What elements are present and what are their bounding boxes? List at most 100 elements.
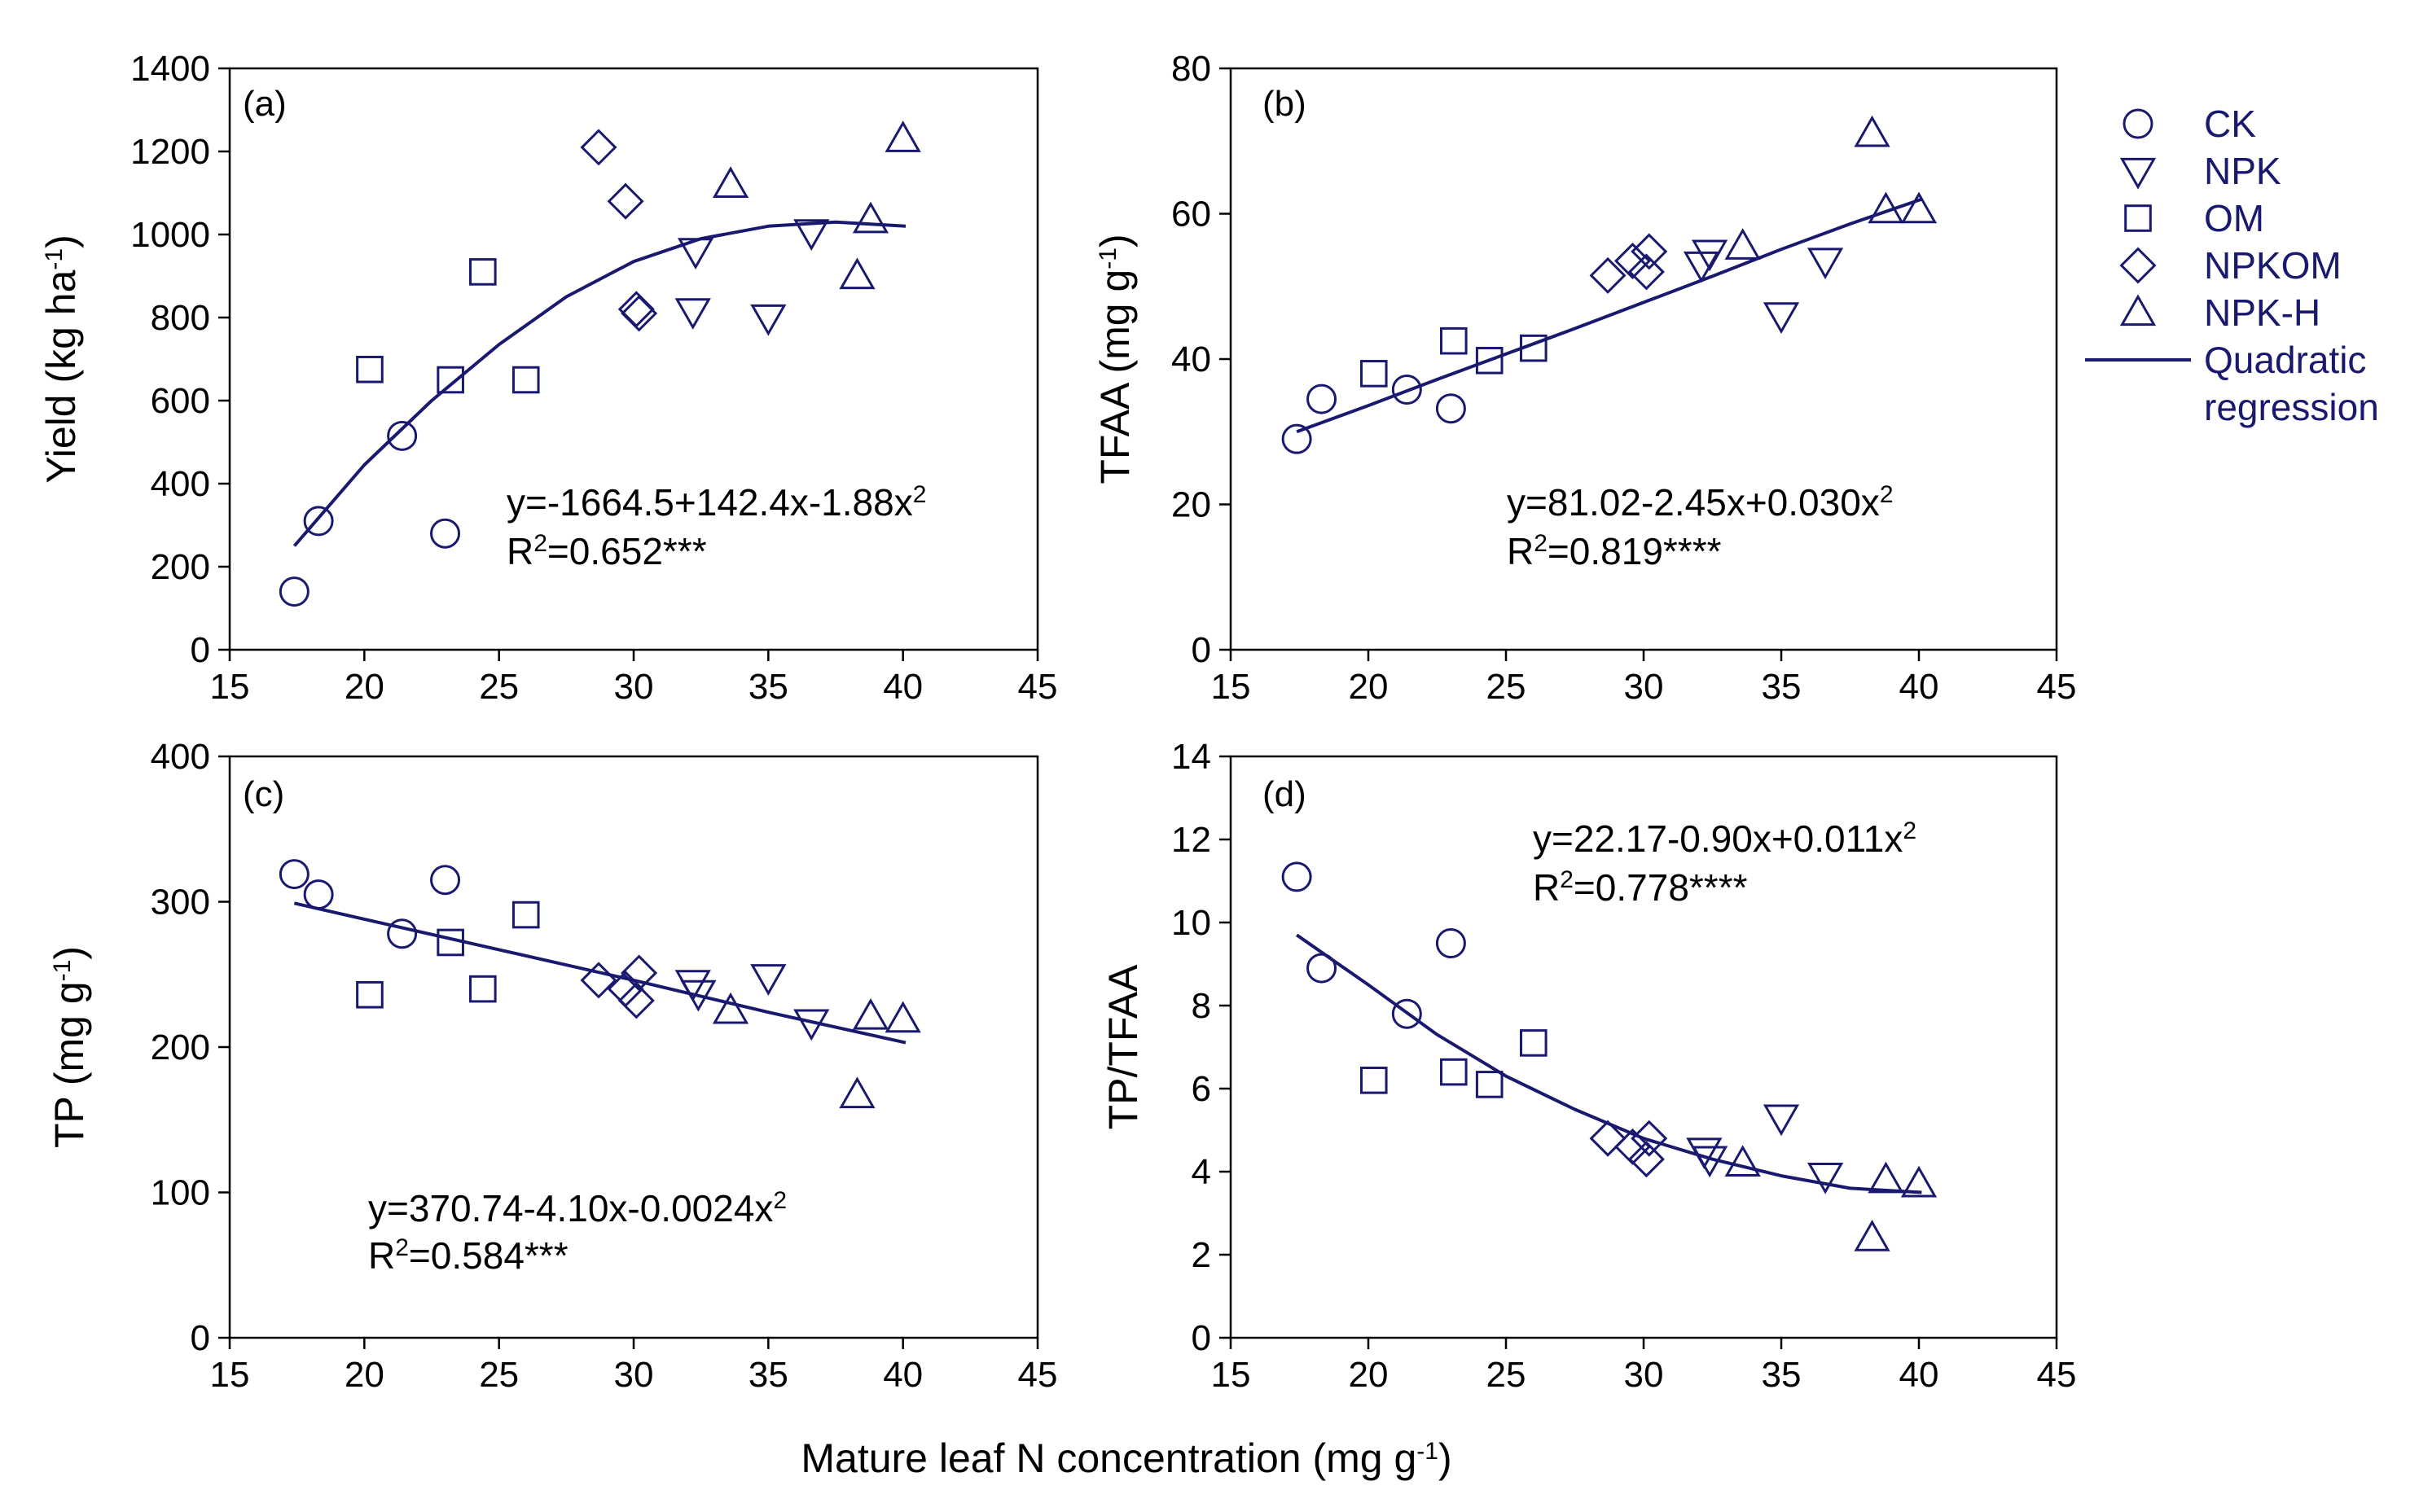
panel-c-ytick-label: 0: [191, 1318, 210, 1358]
panel-b-point-om: [1520, 334, 1548, 362]
panel-d-ytick-label: 8: [1192, 986, 1211, 1026]
panel-d-point-npk: [1691, 1146, 1728, 1178]
panel-c-xtick-label: 15: [210, 1355, 250, 1395]
panel-b-point-npkom: [1613, 242, 1652, 280]
panel-d-xtick-label: 45: [2037, 1355, 2077, 1395]
panel-d-point-npkom: [1627, 1141, 1665, 1178]
panel-a-xtick-label: 25: [479, 667, 519, 707]
panel-b-xtick-label: 15: [1211, 667, 1251, 707]
panel-a-regression-line: [292, 220, 907, 547]
legend-label-npkom: NPKOM: [2204, 244, 2342, 287]
panel-d-ytick-label: 14: [1171, 737, 1211, 777]
panel-a-point-npk-h: [852, 201, 889, 234]
panel-c-point-npk: [793, 1009, 830, 1041]
panel-d-point-npk: [1763, 1104, 1800, 1137]
panel-b-point-npk: [1807, 248, 1844, 280]
panel-a-ticks: 15 20 25 30 35 40 45 0 200 400 600 800 1000 1200 1400: [130, 49, 1057, 707]
panel-a-ytick-label: 400: [151, 464, 210, 504]
panel-c-point-npkom: [580, 962, 617, 999]
panel-a-label: (a): [243, 84, 287, 124]
panel-d-point-npk: [1807, 1162, 1844, 1194]
panel-c-ytick-label: 400: [151, 737, 210, 777]
panel-a-r2: R2=0.652***: [507, 530, 707, 573]
panel-d-point-om: [1359, 1067, 1388, 1094]
panel-a-ytick-label: 200: [151, 547, 210, 587]
panel-a-point-npkom: [607, 182, 644, 220]
panel-b-xtick-label: 30: [1624, 667, 1664, 707]
panel-c-point-npk-h: [852, 997, 889, 1030]
panel-c-point-npk: [680, 980, 717, 1012]
legend-item-ck: CK: [2123, 103, 2256, 145]
panel-d-point-npkom: [1589, 1120, 1627, 1157]
panel-a-ytick-label: 1000: [130, 215, 210, 255]
panel-a-point-npkom: [621, 295, 658, 332]
panel-b-xtick-label: 40: [1899, 667, 1939, 707]
panel-b-point-npk: [1691, 239, 1728, 272]
panel-d-point-ck: [1435, 928, 1466, 958]
panel-b-r2: R2=0.819****: [1507, 530, 1722, 573]
panel-a-point-om: [437, 366, 464, 394]
legend-marker-ck: [2123, 108, 2153, 139]
panel-d-ylabel: TP/TFAA: [1100, 964, 1146, 1129]
panel-d-ytick-label: 2: [1192, 1235, 1211, 1275]
panel-a-point-npk-h: [712, 166, 749, 198]
panel-d-point-om: [1475, 1071, 1504, 1098]
panel-b-point-om: [1359, 360, 1388, 388]
panel-d-point-om: [1520, 1029, 1548, 1057]
panel-b-ticks: 15 20 25 30 35 40 45 0 20 40 60 80: [1171, 49, 2076, 707]
panel-c-frame: [228, 755, 1039, 1339]
legend-label-npk: NPK: [2204, 150, 2281, 192]
legend-symbol-ck: [2123, 108, 2153, 139]
panel-d-label: (d): [1262, 774, 1306, 814]
panel-d-xtick-label: 20: [1349, 1355, 1389, 1395]
panel-c-point-npkom: [621, 954, 658, 992]
panel-c-point-npk-h: [839, 1076, 876, 1109]
panel-b-point-npk-h: [1724, 228, 1761, 260]
panel-a-point-npk: [674, 298, 711, 330]
panel-a-point-om: [469, 258, 497, 286]
panel-d-point-om: [1439, 1058, 1468, 1086]
legend-item-npk: NPK: [2119, 150, 2281, 192]
panel-b-label: (b): [1262, 84, 1306, 124]
panel-b-xtick-label: 45: [2037, 667, 2077, 707]
panel-d-ytick-label: 10: [1171, 903, 1211, 943]
panel-a-ytick-label: 800: [151, 298, 210, 338]
panel-a-point-npk: [677, 238, 714, 270]
legend-label-ck: CK: [2204, 103, 2256, 145]
panel-b-ytick-label: 60: [1171, 195, 1211, 234]
panel-a-xtick-label: 35: [749, 667, 788, 707]
panel-b-xtick-label: 25: [1486, 667, 1526, 707]
legend-item-om: OM: [2124, 197, 2264, 239]
panel-c-point-ck: [387, 918, 418, 949]
panel-c-point-ck: [303, 879, 334, 910]
panel-b-xtick-label: 20: [1349, 667, 1389, 707]
panel-c-xtick-label: 45: [1018, 1355, 1058, 1395]
legend-marker-npk-h: [2119, 294, 2157, 327]
x-axis-title: Mature leaf N concentration (mg g-1): [801, 1435, 1451, 1481]
panel-a-ytick-label: 1200: [130, 132, 210, 172]
panel-a-equation: y=-1664.5+142.4x-1.88x2: [507, 481, 926, 524]
panel-c: (c) TP (mg g-1) y=370.74-4.10x-0.0024x2 …: [46, 737, 1057, 1395]
panel-d: (d) TP/TFAA y=22.17-0.90x+0.011x2 R2=0.7…: [1100, 737, 2076, 1395]
legend-item-quadratic: Quadratic regression: [2085, 339, 2379, 428]
legend-symbol-npk: [2119, 157, 2157, 190]
panel-a-xtick-label: 30: [614, 667, 654, 707]
panel-d-r2: R2=0.778****: [1533, 866, 1748, 909]
panel-b-point-ck: [1391, 374, 1422, 405]
panel-a-ylabel: Yield (kg ha-1): [38, 234, 84, 484]
panel-a-point-ck: [430, 518, 461, 549]
panel-b-point-ck: [1435, 393, 1466, 424]
panel-c-point-om: [469, 975, 497, 1003]
panel-c-equation: y=370.74-4.10x-0.0024x2: [368, 1187, 787, 1230]
panel-b-regression-line: [1296, 197, 1923, 434]
panel-b-ytick-label: 40: [1171, 340, 1211, 379]
panel-c-ytick-label: 200: [151, 1028, 210, 1067]
panel-c-ytick-label: 100: [151, 1173, 210, 1213]
panel-a-ytick-label: 600: [151, 381, 210, 421]
panel-d-point-npk-h: [1868, 1161, 1904, 1194]
legend-label-quadratic-2: regression: [2204, 386, 2379, 428]
legend-symbol-npk-h: [2119, 294, 2157, 327]
panel-a-point-ck: [279, 576, 310, 607]
panel-d-xtick-label: 30: [1624, 1355, 1664, 1395]
